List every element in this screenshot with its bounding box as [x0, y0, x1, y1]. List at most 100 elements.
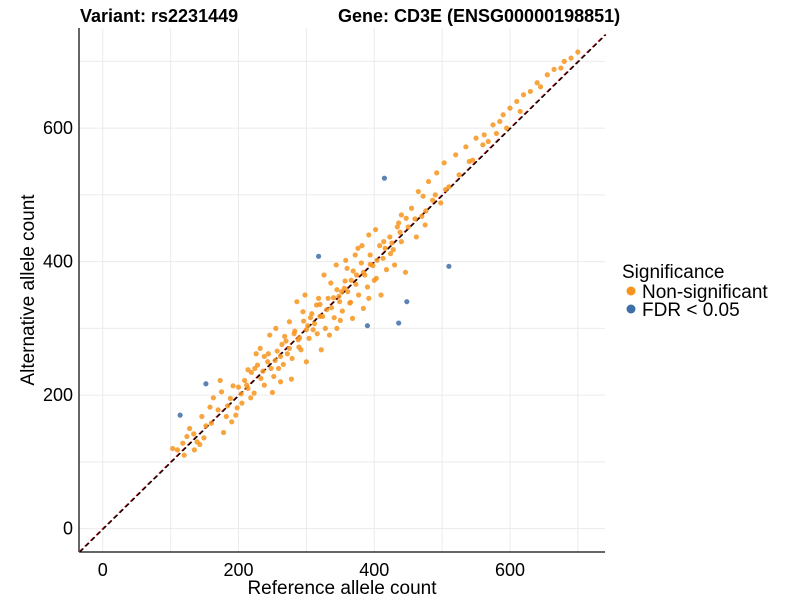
point-non-significant [336, 293, 342, 299]
point-non-significant [389, 240, 395, 246]
point-non-significant [322, 325, 328, 331]
y-tick-label: 200 [43, 385, 73, 405]
point-non-significant [260, 368, 266, 374]
point-non-significant [248, 395, 254, 401]
point-non-significant [201, 435, 207, 441]
point-non-significant [334, 325, 340, 331]
point-non-significant [244, 382, 250, 388]
point-non-significant [398, 212, 404, 218]
point-non-significant [272, 357, 278, 364]
point-non-significant [348, 277, 354, 283]
point-non-significant [286, 345, 292, 352]
point-non-significant [356, 292, 362, 298]
point-non-significant [303, 359, 309, 365]
point-non-significant [275, 365, 282, 372]
point-non-significant [258, 375, 264, 382]
point-non-significant [527, 88, 533, 95]
y-tick-label: 0 [63, 519, 73, 539]
x-tick-label: 0 [98, 560, 108, 580]
title-gene: Gene: CD3E (ENSG00000198851) [338, 6, 620, 26]
point-non-significant [302, 292, 308, 298]
point-non-significant [503, 125, 510, 131]
point-non-significant [203, 423, 209, 429]
point-non-significant [364, 284, 371, 290]
point-non-significant [341, 285, 347, 291]
point-non-significant [300, 309, 306, 315]
point-non-significant [277, 353, 284, 360]
point-non-significant [544, 72, 550, 78]
point-non-significant [430, 197, 436, 203]
data-points [170, 49, 581, 458]
point-non-significant [242, 377, 248, 384]
point-non-significant [294, 299, 300, 305]
point-non-significant [345, 289, 351, 295]
point-non-significant [265, 359, 271, 365]
point-non-significant [360, 269, 366, 275]
x-axis-title: Reference allele count [247, 578, 437, 599]
point-non-significant [208, 420, 214, 426]
point-non-significant [343, 257, 349, 263]
x-tick-label: 400 [359, 560, 389, 580]
point-non-significant [330, 295, 337, 301]
point-non-significant [257, 345, 263, 352]
point-non-significant [277, 379, 284, 385]
point-non-significant [245, 367, 251, 373]
point-non-significant [318, 347, 324, 353]
point-non-significant [480, 142, 486, 148]
point-non-significant [303, 327, 309, 333]
legend-swatch-fdr [626, 304, 636, 314]
point-non-significant [174, 447, 181, 453]
point-non-significant [273, 325, 279, 331]
point-non-significant [350, 268, 356, 274]
point-non-significant [394, 224, 400, 230]
point-non-significant [210, 395, 216, 401]
point-non-significant [408, 205, 415, 211]
point-non-significant [367, 261, 373, 267]
point-non-significant [265, 351, 271, 357]
point-non-significant [500, 112, 506, 118]
y-tick-label: 400 [43, 252, 73, 272]
tick-labels: 0 200 400 600 0 200 400 600 [43, 118, 525, 580]
point-non-significant [229, 419, 235, 425]
point-non-significant [284, 351, 290, 357]
point-non-significant [507, 105, 513, 111]
point-non-significant [252, 365, 258, 372]
point-non-significant [514, 98, 520, 105]
point-non-significant [438, 200, 444, 206]
point-fdr [396, 320, 402, 326]
point-non-significant [352, 252, 358, 258]
point-non-significant [261, 382, 267, 388]
point-non-significant [307, 315, 314, 321]
point-non-significant [328, 305, 335, 311]
point-non-significant [419, 213, 425, 219]
point-non-significant [422, 222, 428, 228]
x-tick-label: 600 [495, 560, 525, 580]
point-non-significant [218, 389, 225, 395]
point-non-significant [381, 239, 387, 245]
title-variant: Variant: rs2231449 [80, 6, 238, 26]
point-non-significant [223, 413, 229, 420]
point-non-significant [235, 384, 242, 390]
point-non-significant [180, 440, 186, 446]
point-non-significant [328, 280, 334, 286]
point-non-significant [191, 431, 197, 437]
point-non-significant [420, 193, 426, 199]
point-non-significant [321, 272, 327, 278]
point-non-significant [197, 441, 203, 448]
point-fdr [315, 253, 322, 259]
point-non-significant [537, 84, 544, 90]
point-non-significant [371, 277, 377, 283]
point-non-significant [367, 252, 373, 258]
point-non-significant [331, 315, 337, 321]
point-non-significant [551, 66, 557, 72]
point-non-significant [261, 353, 267, 360]
point-non-significant [238, 391, 244, 397]
point-non-significant [309, 311, 315, 317]
point-non-significant [314, 331, 320, 337]
point-non-significant [227, 395, 233, 402]
point-non-significant [251, 390, 257, 396]
point-non-significant [310, 327, 316, 333]
point-non-significant [268, 365, 274, 372]
legend-swatch-non-significant [626, 286, 636, 296]
